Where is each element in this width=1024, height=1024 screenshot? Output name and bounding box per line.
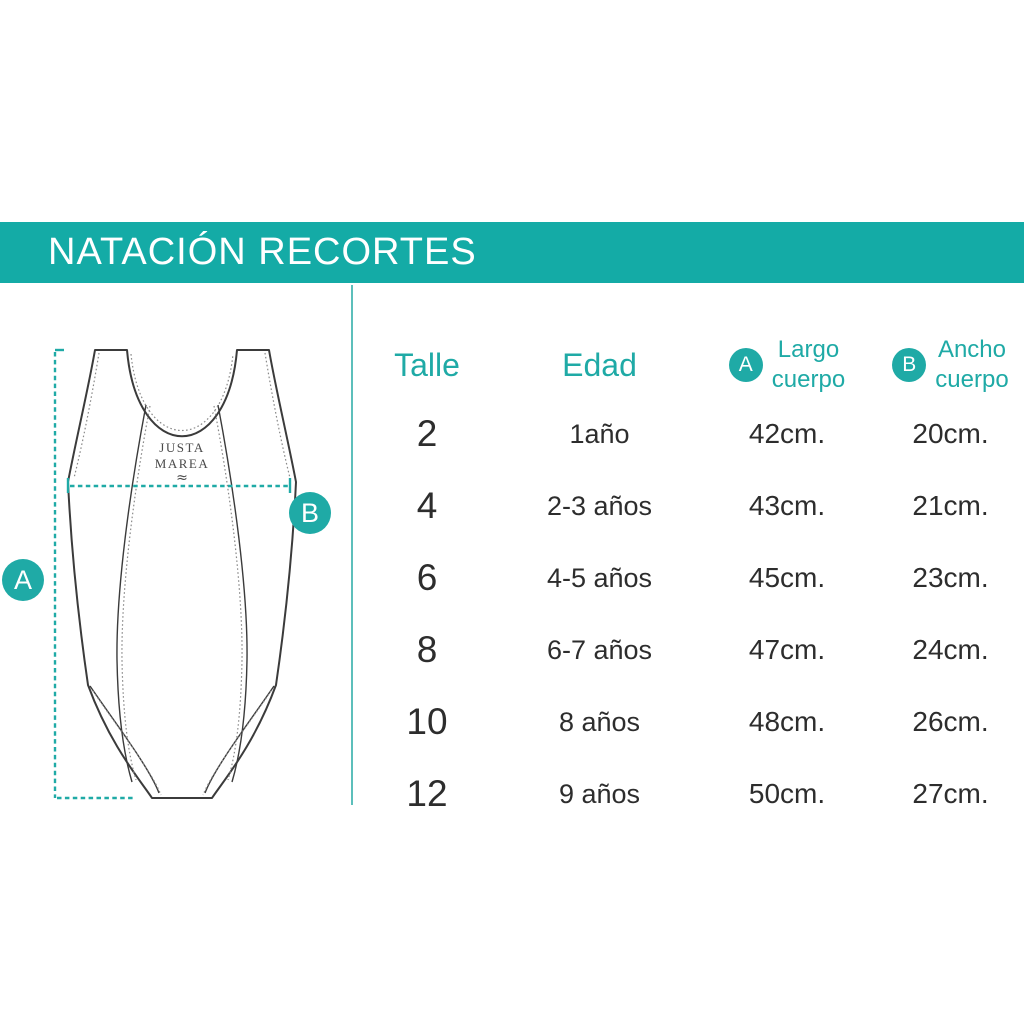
brand-name-line1: JUSTA <box>159 440 204 455</box>
left-leg-stitch <box>92 690 162 796</box>
left-seam-stitch <box>121 405 151 781</box>
size-row: 6 4-5 años 45cm. 23cm. <box>352 542 1024 614</box>
a-badge-icon: A <box>728 348 763 382</box>
edad-cell: 2-3 años <box>546 490 653 521</box>
column-header-ancho: B Ancho cuerpo <box>877 335 1024 395</box>
right-seam-stitch <box>213 405 243 781</box>
right-leg-stitch <box>202 690 272 796</box>
edad-cell: 1año <box>569 418 630 449</box>
size-row: 4 2-3 años 43cm. 21cm. <box>352 470 1024 542</box>
edad-cell: 9 años <box>558 778 641 809</box>
size-table: Talle Edad A Largo cuerpo B Ancho cuerpo… <box>352 332 1024 830</box>
size-row: 8 6-7 años 47cm. 24cm. <box>352 614 1024 686</box>
ancho-cell: 23cm. <box>912 562 989 593</box>
right-seam <box>217 404 248 783</box>
ancho-cell: 21cm. <box>912 490 989 521</box>
swimsuit-illustration: JUSTA MAREA ≈ A B <box>2 348 331 800</box>
edad-cell: 6-7 años <box>546 634 653 665</box>
ancho-cell: 26cm. <box>912 706 989 737</box>
ancho-cell: 27cm. <box>912 778 989 809</box>
largo-cell: 48cm. <box>748 706 826 737</box>
size-row: 12 9 años 50cm. 27cm. <box>352 758 1024 830</box>
largo-cuerpo-label: Largo cuerpo <box>771 336 846 393</box>
left-armhole-stitch <box>73 352 100 479</box>
column-header-edad: Edad <box>562 346 637 383</box>
largo-cell: 45cm. <box>748 562 826 593</box>
ancho-cell: 24cm. <box>912 634 989 665</box>
measure-b-badge: B <box>289 492 331 534</box>
talle-cell: 8 <box>416 629 438 670</box>
talle-cell: 4 <box>416 485 438 526</box>
largo-cell: 42cm. <box>748 418 826 449</box>
right-armhole-stitch <box>264 352 291 479</box>
size-row: 10 8 años 48cm. 26cm. <box>352 686 1024 758</box>
measure-a-label: A <box>14 565 32 595</box>
talle-cell: 10 <box>406 701 448 742</box>
largo-cell: 47cm. <box>748 634 826 665</box>
edad-cell: 8 años <box>558 706 641 737</box>
edad-cell: 4-5 años <box>546 562 653 593</box>
section-divider <box>351 285 353 805</box>
ancho-cuerpo-label: Ancho cuerpo <box>935 336 1009 393</box>
column-header-talle: Talle <box>394 346 460 383</box>
neckline-stitch <box>130 353 234 431</box>
left-seam <box>116 404 147 783</box>
wave-icon: ≈ <box>176 470 188 486</box>
brand-name-line2: MAREA <box>155 456 209 471</box>
size-row: 2 1año 42cm. 20cm. <box>352 398 1024 470</box>
title-banner: NATACIÓN RECORTES <box>0 222 1024 283</box>
measure-b-label: B <box>301 498 319 528</box>
measure-a-badge: A <box>2 559 44 601</box>
talle-cell: 2 <box>416 413 438 454</box>
page-title: NATACIÓN RECORTES <box>48 231 477 273</box>
largo-cell: 43cm. <box>748 490 826 521</box>
b-badge-icon: B <box>892 348 927 382</box>
swimsuit-outline <box>67 349 297 799</box>
talle-cell: 12 <box>406 773 448 814</box>
talle-cell: 6 <box>416 557 438 598</box>
ancho-cell: 20cm. <box>912 418 989 449</box>
size-table-header: Talle Edad A Largo cuerpo B Ancho cuerpo <box>352 332 1024 398</box>
largo-cell: 50cm. <box>748 778 826 809</box>
column-header-largo: A Largo cuerpo <box>697 335 877 395</box>
